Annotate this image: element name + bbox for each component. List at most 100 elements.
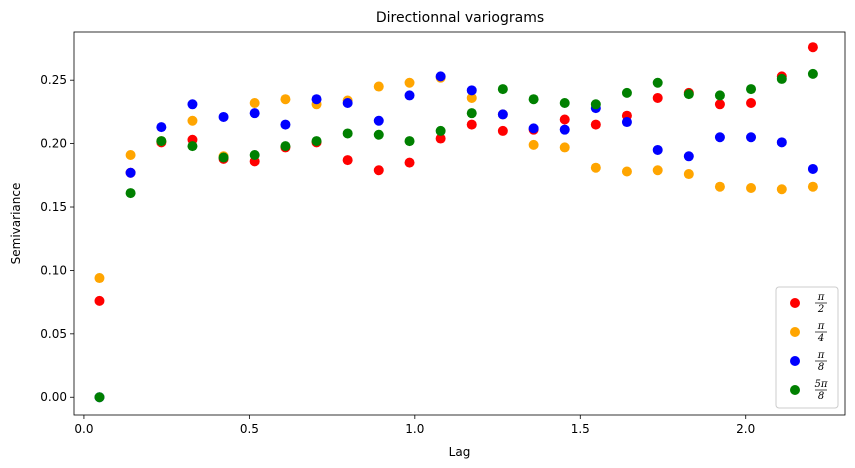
data-point: [559, 98, 570, 109]
legend-label-denominator: 4: [817, 333, 824, 344]
data-point: [342, 98, 353, 109]
data-point: [528, 123, 539, 134]
data-point: [528, 139, 539, 150]
data-point: [559, 142, 570, 153]
data-point: [621, 87, 632, 98]
y-tick-label: 0.10: [40, 263, 67, 277]
data-point: [746, 84, 757, 95]
legend-marker: [790, 385, 800, 395]
y-tick-label: 0.25: [40, 73, 67, 87]
data-point: [435, 125, 446, 136]
data-point: [497, 125, 508, 136]
data-point: [497, 109, 508, 120]
data-point: [746, 98, 757, 109]
data-point: [621, 166, 632, 177]
data-point: [342, 155, 353, 166]
data-point: [187, 99, 198, 110]
data-point: [776, 137, 787, 148]
data-point: [94, 392, 105, 403]
legend-marker: [790, 327, 800, 337]
data-point: [683, 169, 694, 180]
data-point: [249, 150, 260, 161]
data-point: [311, 136, 322, 147]
data-point: [125, 167, 136, 178]
data-point: [528, 94, 539, 105]
data-point: [156, 136, 167, 147]
data-point: [776, 184, 787, 195]
data-point: [466, 92, 477, 103]
data-point: [218, 152, 229, 163]
x-axis-label: Lag: [449, 445, 471, 459]
data-point: [342, 128, 353, 139]
data-point: [652, 144, 663, 155]
data-point: [404, 136, 415, 147]
data-point: [746, 132, 757, 143]
data-point: [590, 99, 601, 110]
data-point: [280, 141, 291, 152]
data-point: [466, 119, 477, 130]
data-point: [714, 90, 725, 101]
data-point: [187, 115, 198, 126]
legend-label-denominator: 2: [817, 304, 824, 315]
y-tick-label: 0.00: [40, 390, 67, 404]
data-point: [652, 77, 663, 88]
data-point: [590, 162, 601, 173]
x-tick-label: 0.5: [240, 422, 259, 436]
x-tick-label: 0.0: [74, 422, 93, 436]
data-point: [156, 122, 167, 133]
data-point: [466, 85, 477, 96]
x-tick-label: 1.0: [405, 422, 424, 436]
legend-label-numerator: π: [817, 292, 825, 303]
data-point: [652, 92, 663, 103]
x-tick-label: 2.0: [736, 422, 755, 436]
series-3: [94, 71, 818, 403]
y-axis-label: Semivariance: [9, 183, 23, 265]
data-point: [435, 133, 446, 144]
data-point: [466, 108, 477, 119]
data-point: [404, 90, 415, 101]
data-point: [621, 117, 632, 128]
data-point: [590, 119, 601, 130]
data-point: [249, 108, 260, 119]
data-point: [776, 73, 787, 84]
data-point: [125, 150, 136, 161]
legend-marker: [790, 356, 800, 366]
legend-marker: [790, 298, 800, 308]
data-point: [559, 124, 570, 135]
data-point: [404, 77, 415, 88]
data-point: [94, 273, 105, 284]
data-point: [373, 115, 384, 126]
data-point: [94, 295, 105, 306]
data-point: [714, 132, 725, 143]
data-point: [218, 111, 229, 122]
legend-label-numerator: π: [817, 321, 825, 332]
data-point: [559, 114, 570, 125]
series-4: [94, 68, 818, 403]
y-tick-label: 0.05: [40, 327, 67, 341]
data-point: [311, 94, 322, 105]
data-point: [807, 163, 818, 174]
data-point: [746, 182, 757, 193]
y-tick-label: 0.15: [40, 200, 67, 214]
legend-box: [775, 286, 839, 409]
data-point: [404, 157, 415, 168]
data-point: [807, 68, 818, 79]
data-point: [683, 151, 694, 162]
chart-title: Directionnal variograms: [376, 10, 544, 26]
y-tick-label: 0.20: [40, 137, 67, 151]
data-point: [497, 84, 508, 95]
data-point: [187, 141, 198, 152]
legend-label-denominator: 8: [818, 391, 824, 402]
legend-label-numerator: 5π: [815, 379, 828, 390]
data-point: [280, 94, 291, 105]
legend-label-numerator: π: [817, 350, 825, 361]
data-point: [373, 165, 384, 176]
data-point: [683, 89, 694, 100]
data-point: [714, 99, 725, 110]
data-point: [652, 165, 663, 176]
data-point: [249, 98, 260, 109]
data-point: [373, 81, 384, 92]
